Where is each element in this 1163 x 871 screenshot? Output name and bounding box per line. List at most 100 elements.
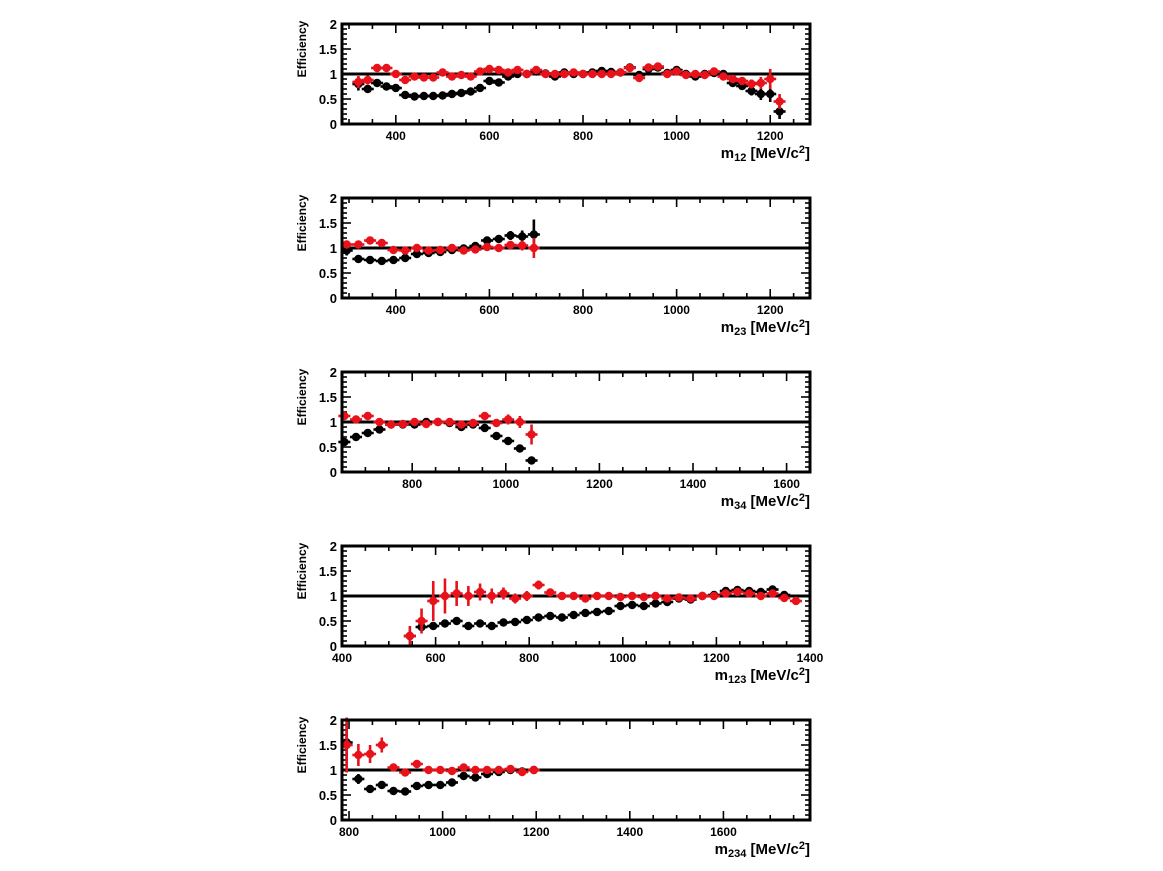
data-point	[410, 72, 419, 81]
data-point	[459, 763, 468, 772]
data-point	[480, 411, 489, 421]
data-point	[377, 256, 386, 266]
y-axis-label: Efficiency	[295, 194, 309, 251]
y-tick-label: 0.5	[319, 92, 337, 107]
y-tick-label: 1	[330, 415, 337, 430]
data-point	[527, 456, 536, 465]
data-point	[634, 73, 644, 83]
data-point	[417, 616, 426, 626]
data-point	[447, 72, 457, 81]
x-axis-label: m34 [MeV/c2]	[721, 492, 810, 512]
x-tick-label: 1000	[429, 825, 456, 839]
data-point	[698, 591, 707, 601]
data-point	[546, 588, 555, 597]
data-point	[475, 67, 485, 76]
data-point	[517, 767, 527, 777]
data-point	[377, 238, 386, 248]
data-point	[768, 589, 777, 598]
data-point	[681, 70, 691, 80]
data-point	[672, 67, 681, 76]
x-tick-label: 1200	[757, 129, 784, 143]
x-tick-label: 1400	[616, 825, 643, 839]
y-tick-label: 1	[330, 67, 337, 82]
data-point	[354, 750, 363, 760]
data-point	[756, 89, 766, 99]
data-point	[471, 765, 480, 775]
data-point	[412, 781, 422, 791]
data-point	[471, 773, 480, 782]
y-tick-label: 0	[330, 117, 337, 132]
data-point	[494, 78, 503, 87]
data-point	[354, 77, 363, 87]
data-point	[546, 611, 555, 621]
y-axis-label: Efficiency	[295, 716, 309, 773]
data-point	[468, 418, 478, 428]
panel-12: 0 0.5 1 1.5 2 400 600 800 1000 1200 Efficiency m12 …	[295, 17, 812, 164]
data-point	[386, 420, 396, 429]
data-point	[438, 91, 447, 100]
data-point	[691, 69, 700, 79]
data-point	[775, 97, 784, 106]
data-point	[644, 63, 653, 72]
data-point	[342, 240, 351, 249]
data-point	[534, 613, 543, 622]
y-tick-label: 1.5	[319, 390, 337, 405]
data-point	[515, 444, 525, 453]
data-point	[405, 631, 415, 641]
data-point	[581, 594, 590, 603]
data-point	[766, 89, 775, 99]
data-point	[389, 255, 398, 265]
data-point	[557, 613, 567, 622]
data-point	[522, 591, 532, 601]
data-point	[482, 236, 492, 245]
data-point	[436, 765, 445, 775]
plot-frame	[340, 544, 812, 648]
data-point	[529, 765, 539, 775]
data-point	[625, 63, 635, 73]
data-point	[354, 774, 363, 784]
data-point	[756, 591, 766, 601]
data-point	[494, 765, 503, 775]
data-point	[482, 765, 492, 775]
data-point	[464, 621, 473, 631]
data-point	[532, 65, 541, 75]
y-axis-label: Efficiency	[295, 368, 309, 425]
data-point	[351, 415, 361, 424]
y-tick-label: 2	[330, 365, 337, 380]
y-tick-label: 0.5	[319, 614, 337, 629]
data-point	[433, 417, 443, 427]
data-point	[709, 67, 719, 76]
data-point	[513, 65, 522, 75]
data-point	[365, 236, 375, 245]
data-point	[616, 592, 625, 602]
data-point	[445, 417, 454, 427]
x-tick-label: 600	[426, 651, 446, 665]
panel-34: 0 0.5 1 1.5 2 800 1000 1200 1400 1600 Efficiency m3…	[295, 365, 812, 512]
data-point	[424, 246, 433, 255]
data-point	[606, 69, 616, 79]
x-tick-label: 800	[519, 651, 539, 665]
data-point	[391, 69, 401, 79]
data-point	[744, 589, 754, 598]
y-tick-label: 2	[330, 539, 337, 554]
data-point	[485, 64, 494, 74]
data-point	[627, 591, 637, 601]
data-point	[791, 596, 801, 606]
y-tick-label: 0.5	[319, 266, 337, 281]
data-point	[663, 69, 672, 79]
x-tick-label: 400	[386, 129, 406, 143]
data-point	[581, 608, 590, 618]
data-point	[412, 249, 422, 259]
data-point	[747, 86, 756, 96]
data-point	[351, 432, 361, 442]
data-point	[365, 784, 375, 794]
data-point	[499, 618, 508, 627]
data-point	[756, 78, 766, 88]
data-point	[728, 74, 737, 84]
data-point	[747, 79, 756, 89]
data-point	[485, 76, 494, 86]
data-point	[400, 787, 410, 796]
data-point	[363, 84, 372, 94]
plot-frame	[340, 718, 812, 822]
data-point	[721, 589, 730, 598]
